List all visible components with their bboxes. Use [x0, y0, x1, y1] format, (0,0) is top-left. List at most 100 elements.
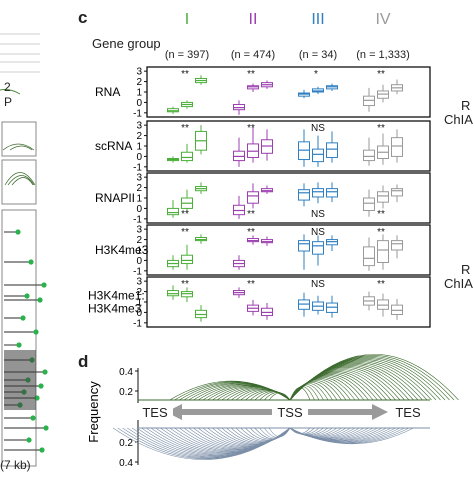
left-dot — [43, 425, 49, 431]
box-IV-0 — [363, 189, 375, 217]
box-II-1 — [247, 127, 259, 163]
group-header-IV: IV — [375, 11, 390, 28]
left-curve — [0, 89, 21, 95]
d-tick-label: 0.2 — [119, 387, 133, 398]
box-III-2 — [326, 83, 338, 91]
box-body — [391, 188, 403, 197]
y-tick-label: 3 — [136, 67, 142, 78]
d-tick-label: 0.4 — [119, 458, 133, 469]
sig-label-I: ** — [181, 69, 189, 80]
sig-label-I: ** — [181, 123, 189, 134]
y-tick-label: 0 — [136, 152, 142, 163]
tss-label: TSS — [277, 405, 303, 420]
y-tick-label: 2 — [136, 77, 142, 88]
box-body — [377, 240, 389, 263]
box-IV-1 — [377, 133, 389, 165]
box-II-1 — [247, 183, 259, 209]
sig-label-I: ** — [181, 279, 189, 290]
sig-label-III: NS — [311, 209, 325, 220]
box-body — [391, 137, 403, 157]
box-I-2 — [195, 182, 207, 194]
box-body — [363, 197, 375, 211]
group-header-I: I — [185, 11, 189, 28]
row-label: H3K4me3 — [88, 302, 142, 316]
y-tick-label: 1 — [136, 246, 142, 257]
left-dot — [42, 369, 48, 375]
right-label-1: R — [461, 98, 471, 113]
sig-label-II: ** — [247, 209, 255, 220]
box-body — [247, 191, 259, 204]
box-IV-1 — [377, 293, 389, 317]
sig-label-IV: ** — [377, 209, 385, 220]
panel-d-group: Frequency 0.4 0.2 0.2 0.4 TES TSS TES — [86, 354, 459, 469]
box-III-2 — [326, 182, 338, 203]
sig-label-III: NS — [311, 227, 325, 238]
box-body — [181, 151, 193, 162]
sig-label-III: * — [314, 69, 318, 80]
sig-label-IV: ** — [377, 279, 385, 290]
row-label: scRNA — [95, 139, 132, 153]
sig-label-II: ** — [247, 279, 255, 290]
left-box-lower — [1, 209, 37, 467]
group-header-III: III — [311, 11, 324, 28]
left-axis-label: (7 kb) — [0, 458, 31, 472]
left-dot — [20, 315, 26, 321]
frequency-label: Frequency — [86, 381, 101, 443]
y-tick-label: -1 — [133, 162, 142, 173]
sig-label-III: NS — [311, 123, 325, 134]
y-tick-label: 3 — [136, 277, 142, 288]
y-tick-label: -1 — [133, 214, 142, 225]
panel-c-letter: c — [78, 8, 88, 27]
box-body — [326, 188, 338, 198]
box-body — [312, 148, 324, 163]
gene-group-label: Gene group — [92, 36, 161, 51]
left-dot — [33, 329, 39, 335]
left-label-p: P — [4, 95, 13, 109]
y-tick-label: -1 — [133, 318, 142, 329]
box-IV-0 — [363, 137, 375, 166]
box-III-0 — [298, 89, 310, 99]
box-IV-2 — [391, 298, 403, 320]
box-II-2 — [261, 185, 273, 194]
left-dot — [37, 297, 43, 303]
box-III-0 — [298, 234, 310, 270]
y-tick-label: 3 — [136, 225, 142, 236]
left-dense-block — [4, 350, 36, 410]
box-IV-0 — [363, 87, 375, 112]
y-tick-label: 0 — [136, 256, 142, 267]
right-label-4: ChIA — [444, 276, 473, 291]
y-tick-label: 1 — [136, 298, 142, 309]
row-label: RNA — [95, 85, 120, 99]
y-tick-label: 0 — [136, 308, 142, 319]
box-I-0 — [167, 156, 179, 163]
row-label: H3K4me1: — [88, 289, 145, 303]
box-III-0 — [298, 129, 310, 167]
box-III-0 — [298, 183, 310, 207]
left-dot — [38, 383, 44, 389]
box-body — [298, 240, 310, 252]
box-body — [326, 142, 338, 158]
box-body — [377, 191, 389, 203]
y-tick-label: 0 — [136, 204, 142, 215]
y-tick-label: 1 — [136, 142, 142, 153]
box-body — [363, 149, 375, 162]
left-arcs — [2, 143, 36, 186]
tss-label-bg — [272, 403, 308, 420]
y-tick-label: -1 — [133, 108, 142, 119]
box-I-2 — [195, 75, 207, 85]
y-tick-label: 3 — [136, 121, 142, 132]
tes-right-label: TES — [395, 405, 421, 420]
sig-label-I: ** — [181, 209, 189, 220]
arrow-right — [372, 404, 388, 420]
box-I-2 — [195, 234, 207, 244]
group-n-IV: (n = 1,333) — [356, 49, 410, 61]
group-n-III: (n = 34) — [299, 49, 337, 61]
box-II-0 — [233, 255, 245, 270]
sig-label-II: ** — [247, 69, 255, 80]
box-III-1 — [312, 235, 324, 266]
sig-label-I: ** — [181, 227, 189, 238]
box-body — [298, 189, 310, 201]
